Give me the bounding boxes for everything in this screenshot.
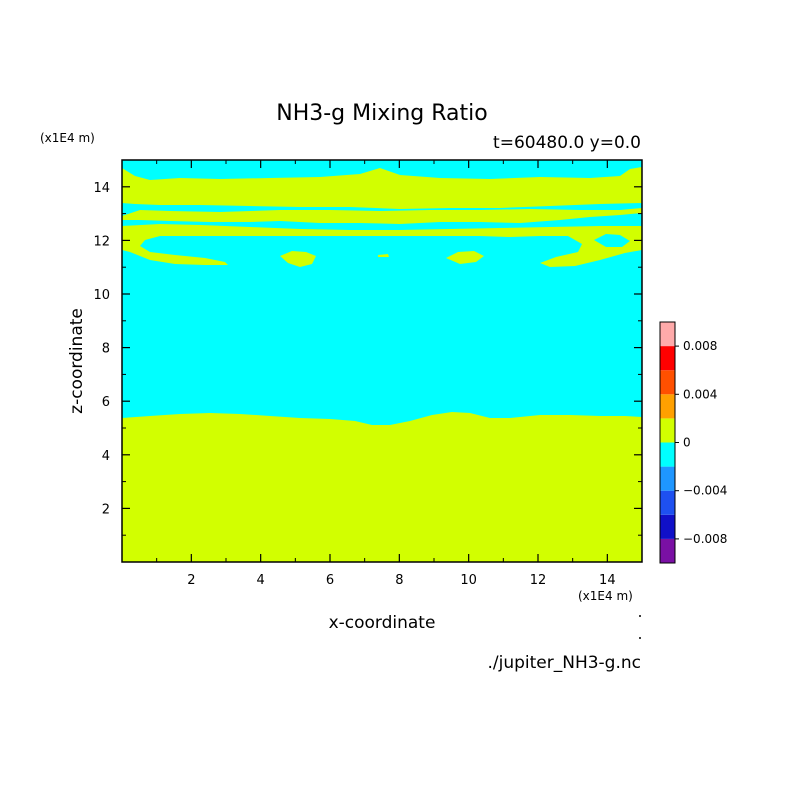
x-axis-label: x-coordinate bbox=[329, 613, 436, 633]
lower-layer bbox=[122, 412, 642, 562]
plot-area: 2 4 6 8 10 12 14 2 4 6 8 10 12 14 bbox=[93, 159, 643, 588]
x-tick-label: 4 bbox=[257, 573, 265, 588]
x-tick-label: 6 bbox=[326, 573, 334, 588]
x-tick-label: 14 bbox=[599, 573, 616, 588]
plot-frame bbox=[121, 159, 643, 563]
upper-band-1 bbox=[122, 224, 642, 267]
colorbar-swatch bbox=[660, 370, 675, 395]
y-tick-label: 8 bbox=[102, 342, 110, 357]
colorbar-tick-label: 0 bbox=[683, 436, 691, 450]
cloud-blob bbox=[446, 251, 484, 264]
y-tick-label: 2 bbox=[102, 502, 110, 517]
y-tick-label: 4 bbox=[102, 449, 110, 464]
cloud-blob bbox=[280, 251, 316, 267]
y-tick-label: 6 bbox=[102, 395, 110, 410]
colorbar-swatch bbox=[660, 490, 675, 515]
upper-band-3 bbox=[122, 167, 642, 209]
x-tick-label: 12 bbox=[530, 573, 547, 588]
chart-title: NH3-g Mixing Ratio bbox=[276, 101, 488, 126]
x-unit-label: (x1E4 m) bbox=[578, 589, 633, 603]
colorbar-swatch bbox=[660, 394, 675, 419]
chart-subtitle: t=60480.0 y=0.0 bbox=[493, 133, 641, 153]
x-tick-label: 2 bbox=[187, 573, 195, 588]
x-tick-label: 10 bbox=[460, 573, 477, 588]
colorbar-tick-label: 0.008 bbox=[683, 339, 717, 353]
y-tick-label: 12 bbox=[93, 234, 110, 249]
colorbar-tick-label: −0.004 bbox=[683, 484, 727, 498]
colorbar-swatch bbox=[660, 418, 675, 443]
colorbar: −0.008 −0.004 0 0.004 0.008 bbox=[659, 321, 727, 564]
y-tick-label: 14 bbox=[93, 181, 110, 196]
colorbar-swatch bbox=[660, 442, 675, 467]
marker-dot bbox=[639, 637, 641, 639]
upper-band-2 bbox=[122, 208, 642, 224]
colorbar-swatch bbox=[660, 346, 675, 371]
marker-dot bbox=[639, 615, 641, 617]
colorbar-swatch bbox=[660, 514, 675, 539]
y-axis-label: z-coordinate bbox=[67, 308, 87, 414]
colorbar-tick-label: 0.004 bbox=[683, 387, 717, 401]
colorbar-swatch bbox=[660, 466, 675, 491]
z-unit-label: (x1E4 m) bbox=[40, 131, 95, 145]
colorbar-swatch bbox=[660, 322, 675, 347]
x-tick-label: 8 bbox=[395, 573, 403, 588]
source-label: ./jupiter_NH3-g.nc bbox=[487, 653, 641, 673]
cloud-blob bbox=[378, 254, 389, 257]
y-tick-label: 10 bbox=[93, 288, 110, 303]
colorbar-swatch bbox=[660, 538, 675, 563]
colorbar-tick-label: −0.008 bbox=[683, 532, 727, 546]
axis-ticks: 2 4 6 8 10 12 14 2 4 6 8 10 12 14 bbox=[93, 160, 642, 588]
